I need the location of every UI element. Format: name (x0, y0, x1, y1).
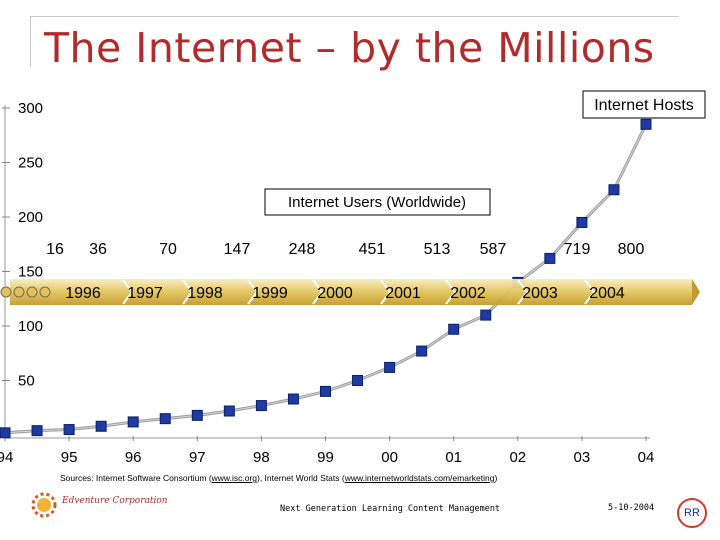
y-tick-label: 50 (18, 373, 35, 390)
title-frame (30, 16, 679, 67)
users-band (10, 279, 692, 305)
band-year-label: 2003 (522, 285, 558, 302)
company-logo (31, 492, 57, 518)
hosts-point (544, 252, 556, 264)
hosts-point (608, 184, 620, 196)
users-value-label: 800 (618, 241, 645, 258)
isc-link[interactable]: www.isc.org (211, 473, 257, 483)
y-tick-label: 150 (18, 264, 43, 281)
y-tick-label: 200 (18, 209, 43, 226)
users-value-label: 587 (480, 241, 507, 258)
band-chevron (517, 279, 529, 305)
users-value-label: 36 (89, 241, 107, 258)
band-year-label: 1998 (187, 285, 223, 302)
hosts-legend-box (582, 90, 706, 119)
x-tick-label: 00 (381, 449, 398, 466)
x-tick-label: 02 (509, 449, 526, 466)
hosts-point (0, 427, 11, 439)
band-chevron (380, 279, 392, 305)
y-tick-label: 300 (18, 100, 43, 117)
x-tick-label: 98 (253, 449, 270, 466)
users-value-label: 16 (46, 241, 64, 258)
footer-text: Next Generation Learning Content Managem… (280, 504, 501, 514)
x-tick-label: 95 (61, 449, 78, 466)
band-chevron (247, 279, 259, 305)
band-bullet (26, 286, 38, 298)
hosts-point (223, 405, 235, 417)
sources-prefix: Sources: Internet Software Consortium ( (60, 473, 212, 483)
users-band-arrow (692, 279, 700, 305)
users-value-label: 719 (564, 241, 591, 258)
band-bullet (39, 286, 51, 298)
hosts-point (320, 385, 331, 397)
hosts-point (191, 409, 203, 421)
internetworldstats-link[interactable]: www.internetworldstats.com/emarketing (344, 473, 495, 483)
x-tick-label: 04 (638, 449, 655, 466)
sources-suffix: ) (494, 473, 498, 483)
x-tick-label: 97 (189, 449, 206, 466)
sources-note: Sources: Internet Software Consortium (w… (60, 473, 497, 483)
band-chevron (312, 279, 324, 305)
users-value-label: 147 (224, 241, 251, 258)
hosts-point (640, 118, 652, 130)
x-tick-label: 01 (445, 449, 462, 466)
band-year-label: 2000 (317, 285, 353, 302)
hosts-point (63, 424, 75, 436)
x-tick-label: 99 (317, 449, 334, 466)
x-tick-label: 94 (0, 449, 13, 466)
slide-title: The Internet – by the Millions (44, 24, 655, 72)
band-chevron (584, 279, 596, 305)
users-value-label: 248 (289, 241, 316, 258)
hosts-point (448, 323, 460, 335)
footer-date: 5-10-2004 (608, 503, 655, 513)
hosts-point (287, 393, 299, 405)
band-year-label: 2002 (450, 285, 486, 302)
sources-middle: ), Internet World Stats ( (257, 473, 345, 483)
band-year-label: 1999 (252, 285, 288, 302)
band-chevron (122, 279, 134, 305)
band-bullet (13, 286, 25, 298)
band-chevron (445, 279, 457, 305)
hosts-point (255, 400, 267, 412)
hosts-point (416, 345, 428, 357)
hosts-point (384, 361, 396, 373)
y-tick-label: 250 (18, 155, 43, 172)
band-year-label: 2001 (385, 285, 421, 302)
hosts-point (95, 420, 107, 432)
users-value-label: 451 (359, 241, 386, 258)
users-legend-box (264, 188, 491, 216)
users-value-label: 513 (424, 241, 451, 258)
hosts-point (159, 413, 171, 425)
band-year-label: 1997 (127, 285, 163, 302)
hosts-point (31, 425, 43, 437)
band-chevron (182, 279, 194, 305)
company-name: Edventure Corporation (62, 496, 168, 506)
rr-badge: RR (677, 498, 707, 528)
band-bullet (0, 286, 12, 298)
users-legend-label: Internet Users (Worldwide) (288, 194, 466, 211)
hosts-point (127, 416, 139, 428)
y-tick-label: 100 (18, 318, 43, 335)
band-year-label: 1996 (65, 285, 101, 302)
hosts-point (576, 216, 588, 228)
x-tick-label: 03 (574, 449, 591, 466)
users-value-label: 70 (159, 241, 177, 258)
hosts-legend-label: Internet Hosts (594, 97, 694, 114)
band-year-label: 2004 (589, 285, 625, 302)
x-tick-label: 96 (125, 449, 142, 466)
hosts-point (352, 375, 364, 386)
hosts-point (480, 309, 492, 321)
